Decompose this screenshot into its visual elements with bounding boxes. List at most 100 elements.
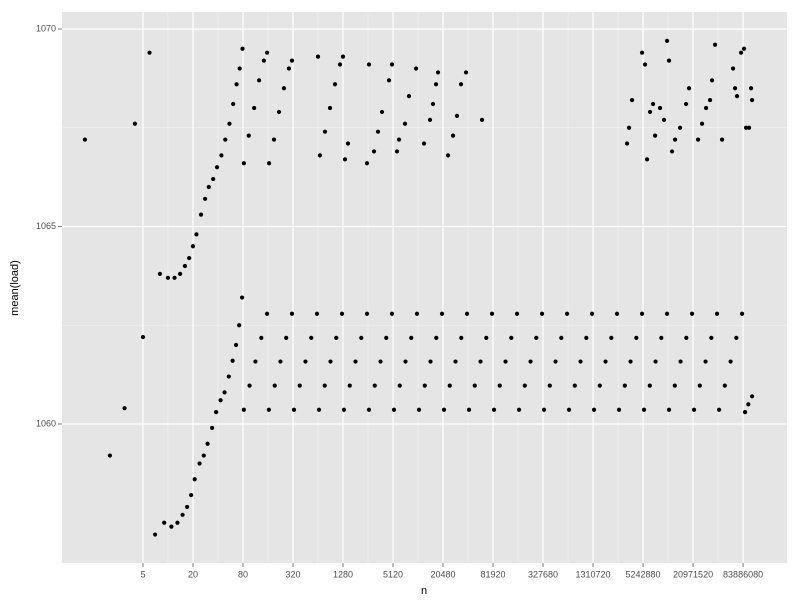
point xyxy=(435,70,441,75)
point xyxy=(447,383,452,388)
point xyxy=(218,398,223,403)
point xyxy=(746,402,751,407)
point xyxy=(678,359,683,364)
point xyxy=(240,46,245,51)
point xyxy=(734,335,739,340)
point xyxy=(422,383,427,388)
point xyxy=(695,137,701,142)
point xyxy=(402,121,408,126)
point xyxy=(379,109,385,115)
point xyxy=(337,62,343,67)
point xyxy=(397,383,402,388)
point xyxy=(140,334,146,340)
point xyxy=(403,359,408,364)
point xyxy=(653,359,658,364)
point xyxy=(409,335,414,340)
point xyxy=(342,157,348,162)
point xyxy=(509,335,514,340)
point xyxy=(534,335,539,340)
point xyxy=(730,66,736,71)
point xyxy=(703,359,708,364)
point xyxy=(214,410,219,415)
point xyxy=(132,121,138,126)
point xyxy=(564,311,570,316)
point xyxy=(672,383,677,388)
point xyxy=(628,359,633,364)
point xyxy=(742,410,748,415)
point xyxy=(484,335,489,340)
point xyxy=(584,335,589,340)
point xyxy=(746,125,752,130)
x-tick-label: 20971520 xyxy=(673,569,713,579)
point xyxy=(237,323,242,328)
point xyxy=(162,520,167,525)
point xyxy=(686,86,692,91)
point xyxy=(247,383,252,388)
point xyxy=(661,117,667,122)
point xyxy=(230,358,235,363)
point xyxy=(503,359,508,364)
point xyxy=(332,82,338,87)
point xyxy=(394,149,400,154)
point xyxy=(284,335,289,340)
point xyxy=(514,311,520,316)
point xyxy=(714,311,720,316)
point xyxy=(239,295,245,300)
point xyxy=(421,141,427,146)
point xyxy=(522,383,527,388)
point xyxy=(659,335,664,340)
point xyxy=(707,97,713,103)
x-tick-label: 1280 xyxy=(333,569,353,579)
point xyxy=(266,161,272,166)
point xyxy=(719,137,725,142)
point xyxy=(359,335,364,340)
point xyxy=(297,383,302,388)
point xyxy=(749,394,755,399)
point xyxy=(666,58,672,63)
point xyxy=(406,94,412,99)
point xyxy=(559,335,564,340)
point xyxy=(315,54,321,59)
point xyxy=(264,50,270,55)
point xyxy=(547,383,552,388)
point xyxy=(647,383,652,388)
point xyxy=(491,407,497,412)
point xyxy=(669,149,675,154)
point xyxy=(241,407,246,412)
x-tick-label: 83886080 xyxy=(723,569,763,579)
point xyxy=(639,50,645,55)
point xyxy=(82,137,88,142)
point xyxy=(639,311,645,316)
point xyxy=(641,407,647,412)
point xyxy=(371,149,377,154)
point xyxy=(591,407,597,412)
point xyxy=(203,196,208,201)
x-tick-label: 5 xyxy=(140,569,145,579)
point xyxy=(201,453,206,458)
point xyxy=(459,335,464,340)
point xyxy=(629,97,635,103)
point xyxy=(223,137,228,142)
point xyxy=(205,441,210,446)
point xyxy=(572,383,577,388)
point xyxy=(175,520,180,525)
point xyxy=(644,157,650,162)
point xyxy=(664,311,670,316)
point xyxy=(722,383,727,388)
point xyxy=(466,407,472,412)
point xyxy=(578,359,583,364)
point xyxy=(226,374,231,379)
point xyxy=(589,311,595,316)
point xyxy=(198,212,204,217)
point xyxy=(664,38,670,43)
point xyxy=(322,383,327,388)
point xyxy=(616,407,622,412)
point xyxy=(334,335,339,340)
point xyxy=(194,232,199,237)
point xyxy=(253,359,258,364)
point xyxy=(180,512,185,517)
point xyxy=(391,407,397,412)
point xyxy=(241,161,246,166)
point xyxy=(603,359,608,364)
x-tick-label: 320 xyxy=(285,569,300,579)
